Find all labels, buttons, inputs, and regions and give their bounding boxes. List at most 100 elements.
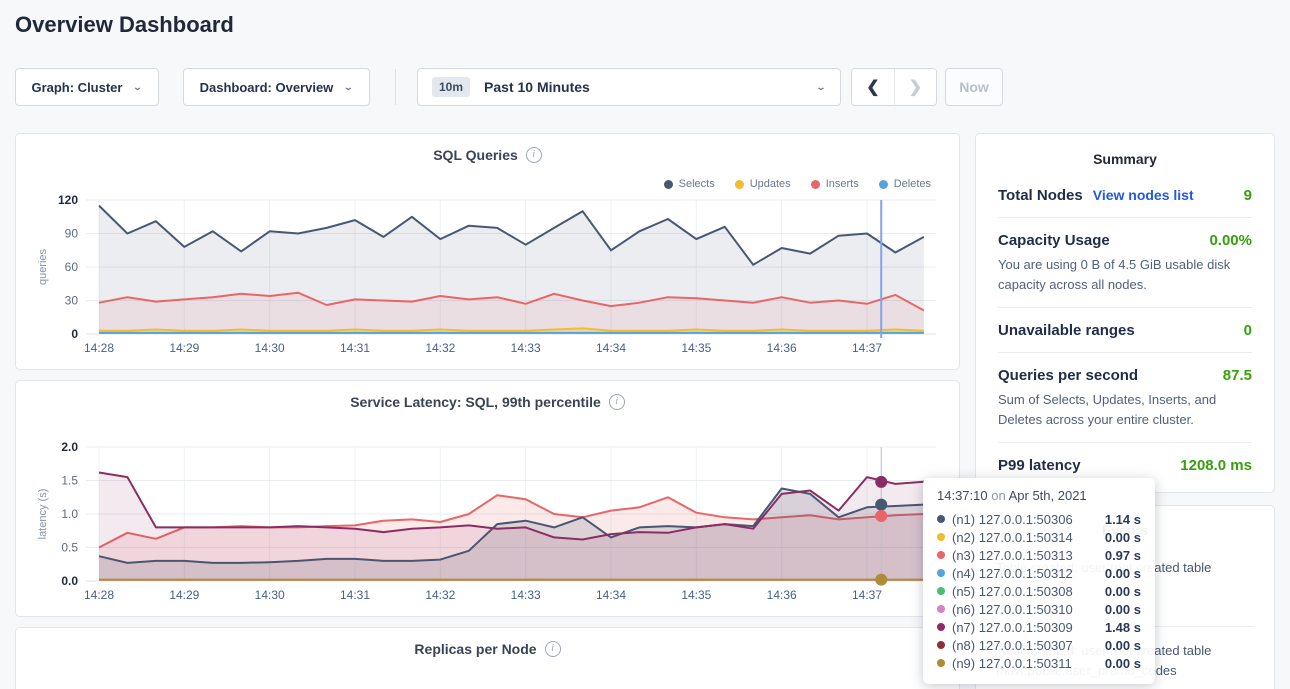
graph-dropdown-label: Graph: Cluster — [31, 79, 123, 95]
svg-text:14:29: 14:29 — [169, 341, 199, 355]
chevron-down-icon: ⌄ — [343, 81, 354, 93]
svg-text:0: 0 — [71, 327, 78, 341]
tooltip-time: 14:37:10 — [937, 488, 988, 503]
info-icon[interactable]: i — [608, 394, 625, 410]
tooltip-row: (n3) 127.0.0.1:50313 0.97 s — [937, 546, 1141, 564]
series-dot-icon — [937, 605, 945, 613]
tooltip-node-value: 0.00 s — [1104, 583, 1141, 599]
svg-text:14:30: 14:30 — [255, 588, 285, 602]
total-nodes-label: Total Nodes — [998, 187, 1083, 204]
view-nodes-list-link[interactable]: View nodes list — [1092, 187, 1194, 203]
unavailable-ranges-value: 0 — [1243, 322, 1252, 339]
series-dot-icon — [937, 623, 945, 631]
tooltip-node-label: (n3) 127.0.0.1:50313 — [952, 547, 1073, 563]
sql-chart-legend: Selects Updates Inserts Deletes — [663, 178, 931, 190]
hover-tooltip: 14:37:10 on Apr 5th, 2021 (n1) 127.0.0.1… — [923, 478, 1155, 684]
total-nodes-value: 9 — [1243, 187, 1252, 204]
tooltip-row: (n8) 127.0.0.1:50307 0.00 s — [937, 636, 1141, 654]
svg-text:60: 60 — [65, 260, 79, 274]
svg-text:90: 90 — [65, 227, 79, 241]
graph-dropdown[interactable]: Graph: Cluster ⌄ — [15, 68, 159, 106]
tooltip-row: (n9) 127.0.0.1:50311 0.00 s — [937, 654, 1141, 672]
tooltip-header: 14:37:10 on Apr 5th, 2021 — [937, 488, 1141, 503]
tooltip-row: (n2) 127.0.0.1:50314 0.00 s — [937, 528, 1141, 546]
sql-queries-chart[interactable]: 14:28 14:29 14:30 14:31 14:32 14:33 14:34 14:35… — [16, 184, 961, 371]
toolbar: Graph: Cluster ⌄ Dashboard: Overview ⌄ 1… — [15, 68, 1003, 106]
service-latency-chart[interactable]: 14:28 14:29 14:30 14:31 14:32 14:33 14:34 14:35… — [16, 431, 961, 618]
p99-latency-value: 1208.0 ms — [1180, 457, 1252, 474]
selects-dot-icon — [663, 179, 673, 189]
dashboard-dropdown[interactable]: Dashboard: Overview ⌄ — [183, 68, 370, 106]
tooltip-node-value: 0.00 s — [1104, 529, 1141, 545]
tooltip-row: (n4) 127.0.0.1:50312 0.00 s — [937, 564, 1141, 582]
sql-queries-title: SQL Queries — [433, 147, 518, 163]
svg-text:14:28: 14:28 — [84, 341, 114, 355]
svg-text:14:33: 14:33 — [511, 588, 541, 602]
time-range-dropdown[interactable]: 10m Past 10 Minutes ⌄ — [417, 68, 841, 106]
tooltip-date: Apr 5th, 2021 — [1008, 488, 1087, 503]
series-dot-icon — [937, 533, 945, 541]
chevron-down-icon: ⌄ — [815, 81, 826, 93]
tooltip-node-value: 0.97 s — [1104, 547, 1141, 563]
qps-label: Queries per second — [998, 367, 1139, 384]
svg-text:14:31: 14:31 — [340, 341, 370, 355]
tooltip-row: (n1) 127.0.0.1:50306 1.14 s — [937, 510, 1141, 528]
svg-text:latency (s): latency (s) — [37, 489, 49, 540]
svg-text:queries: queries — [37, 248, 49, 285]
tooltip-node-label: (n9) 127.0.0.1:50311 — [952, 655, 1072, 671]
sql-queries-panel: SQL Queries i Selects Updates Inserts De… — [15, 133, 960, 370]
time-range-badge: 10m — [432, 77, 471, 97]
svg-text:120: 120 — [58, 193, 78, 207]
svg-text:14:31: 14:31 — [340, 588, 370, 602]
svg-text:14:34: 14:34 — [596, 341, 626, 355]
svg-text:0.5: 0.5 — [61, 541, 78, 555]
chevron-down-icon: ⌄ — [132, 81, 143, 93]
svg-text:14:29: 14:29 — [169, 588, 199, 602]
tooltip-node-value: 0.00 s — [1104, 637, 1141, 653]
svg-text:14:33: 14:33 — [511, 341, 541, 355]
tooltip-node-value: 1.48 s — [1104, 619, 1141, 635]
info-icon[interactable]: i — [525, 147, 542, 163]
info-icon[interactable]: i — [544, 641, 561, 657]
svg-text:30: 30 — [65, 294, 79, 308]
legend-item-selects: Selects — [663, 178, 715, 190]
chart-title-row: SQL Queries i — [16, 147, 959, 163]
svg-text:1.0: 1.0 — [61, 507, 78, 521]
tooltip-sep: on — [991, 488, 1006, 503]
capacity-value: 0.00% — [1209, 232, 1252, 249]
svg-text:14:30: 14:30 — [255, 341, 285, 355]
series-dot-icon — [937, 515, 945, 523]
svg-text:0.0: 0.0 — [61, 574, 78, 588]
tooltip-node-label: (n4) 127.0.0.1:50312 — [952, 565, 1073, 581]
summary-row-unavailable: Unavailable ranges 0 — [998, 308, 1252, 353]
tooltip-rows: (n1) 127.0.0.1:50306 1.14 s (n2) 127.0.0.1… — [937, 510, 1141, 672]
inserts-dot-icon — [810, 179, 820, 189]
tooltip-row: (n6) 127.0.0.1:50310 0.00 s — [937, 600, 1141, 618]
legend-item-inserts: Inserts — [810, 178, 859, 190]
svg-text:14:34: 14:34 — [596, 588, 626, 602]
replicas-title: Replicas per Node — [414, 641, 537, 657]
series-dot-icon — [937, 551, 945, 559]
tooltip-node-value: 0.00 s — [1104, 601, 1141, 617]
chart-title-row: Service Latency: SQL, 99th percentile i — [16, 394, 959, 410]
svg-text:2.0: 2.0 — [61, 440, 78, 454]
legend-item-updates: Updates — [734, 178, 791, 190]
series-dot-icon — [937, 659, 945, 667]
service-latency-panel: Service Latency: SQL, 99th percentile i … — [15, 380, 960, 617]
unavailable-ranges-label: Unavailable ranges — [998, 322, 1135, 339]
now-button[interactable]: Now — [945, 68, 1003, 106]
svg-text:1.5: 1.5 — [61, 474, 78, 488]
tooltip-node-value: 0.00 s — [1104, 565, 1141, 581]
series-dot-icon — [937, 569, 945, 577]
next-time-button[interactable]: ❯ — [894, 69, 936, 105]
dashboard-dropdown-label: Dashboard: Overview — [199, 79, 334, 95]
tooltip-row: (n5) 127.0.0.1:50308 0.00 s — [937, 582, 1141, 600]
prev-time-button[interactable]: ❮ — [852, 69, 894, 105]
tooltip-node-label: (n8) 127.0.0.1:50307 — [952, 637, 1073, 653]
summary-row-capacity: Capacity Usage 0.00% You are using 0 B o… — [998, 218, 1252, 308]
svg-text:14:36: 14:36 — [767, 588, 797, 602]
tooltip-node-value: 0.00 s — [1104, 655, 1141, 671]
summary-heading: Summary — [1093, 151, 1157, 167]
svg-text:14:37: 14:37 — [852, 588, 882, 602]
